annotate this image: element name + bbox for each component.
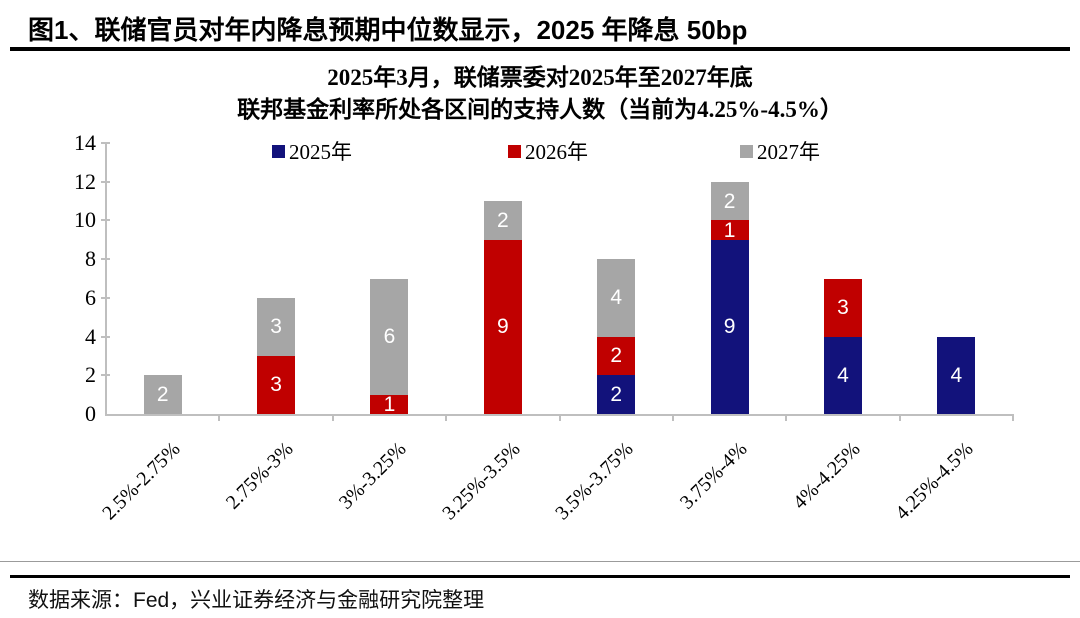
y-axis-tick <box>101 219 110 222</box>
bar-segment-2026年: 3 <box>823 278 862 337</box>
x-axis-tick <box>1012 415 1014 421</box>
bar-segment-2027年: 2 <box>483 201 522 240</box>
bar-segment-2026年: 1 <box>710 218 749 242</box>
bar-segment-2027年: 4 <box>597 259 636 337</box>
legend-item-2025: 2025年 <box>272 139 352 164</box>
legend-marker-2025 <box>272 144 285 158</box>
bar-value-label: 9 <box>496 315 509 339</box>
y-axis-tick-label: 6 <box>85 284 96 310</box>
x-axis-category-label: 4.25%-4.5% <box>891 438 978 525</box>
legend-item-2026: 2026年 <box>508 139 588 164</box>
y-axis-tick <box>101 258 110 261</box>
x-axis-tick <box>785 415 788 421</box>
bar-value-label: 1 <box>383 392 396 416</box>
y-axis-tick-label: 10 <box>74 207 96 233</box>
y-axis-tick <box>101 296 110 299</box>
x-axis-category-label: 3.25%-3.5% <box>438 438 525 525</box>
bar-value-label: 1 <box>723 218 736 242</box>
legend-label-2025: 2025年 <box>289 140 352 164</box>
y-axis-tick-label: 2 <box>85 362 96 388</box>
x-axis-category-label: 2.75%-3% <box>221 438 298 514</box>
bar-value-label: 9 <box>723 315 736 339</box>
data-source-note: 数据来源：Fed，兴业证券经济与金融研究院整理 <box>28 589 485 612</box>
x-axis-category-label: 3.75%-4% <box>675 438 752 514</box>
x-axis-tick <box>218 415 221 421</box>
y-axis-tick-label: 4 <box>85 323 96 349</box>
footer-divider <box>10 575 1070 578</box>
chart-bottom-divider <box>0 561 1080 562</box>
x-axis-tick <box>898 415 901 421</box>
bar-value-label: 2 <box>156 383 169 407</box>
chart-title-line1: 2025年3月，联储票委对2025年至2027年底 <box>327 65 753 90</box>
x-axis-category-label: 2.5%-2.75% <box>97 438 185 525</box>
legend-item-2027: 2027年 <box>740 139 820 164</box>
legend-label-2027: 2027年 <box>757 140 820 164</box>
bar-segment-2026年: 1 <box>370 392 409 416</box>
bar-value-label: 4 <box>950 363 963 387</box>
y-axis-tick-label: 0 <box>85 401 96 426</box>
bar-value-label: 2 <box>610 383 623 407</box>
legend-marker-2027 <box>740 144 753 158</box>
y-axis-tick-label: 8 <box>85 246 96 272</box>
x-axis-tick <box>445 415 448 421</box>
y-axis-tick <box>101 335 110 338</box>
y-axis-tick <box>101 142 110 144</box>
bar-value-label: 4 <box>837 363 849 387</box>
bar-segment-2027年: 3 <box>257 297 296 356</box>
bar-segment-2025年: 4 <box>823 336 862 414</box>
bar-value-label: 3 <box>270 315 282 339</box>
y-axis-tick-label: 12 <box>74 168 96 194</box>
chart-title-line2: 联邦基金利率所处各区间的支持人数（当前为4.25%-4.5%） <box>237 97 843 122</box>
bar-segment-2026年: 9 <box>483 239 522 414</box>
header-divider <box>10 47 1070 51</box>
bar-segment-2025年: 4 <box>937 336 976 414</box>
bar-stack: 2 1 9 <box>710 181 749 414</box>
legend-label-2026: 2026年 <box>525 140 588 164</box>
bar-value-label: 4 <box>610 286 623 310</box>
bar-value-label: 2 <box>610 344 623 368</box>
x-axis-category-label: 3.5%-3.75% <box>551 438 638 525</box>
y-axis-tick <box>101 374 110 377</box>
bar-segment-2027年: 6 <box>370 278 409 395</box>
bar-stack: 2 <box>143 375 182 414</box>
bar-stack: 4 <box>937 336 976 414</box>
x-axis-category-label: 3%-3.25% <box>335 438 411 514</box>
x-axis-category-label: 4%-4.25% <box>788 438 865 514</box>
bar-segment-2025年: 9 <box>710 239 749 414</box>
y-axis-tick-label: 14 <box>74 130 96 155</box>
x-axis-tick <box>331 415 334 421</box>
bar-value-label: 2 <box>723 189 736 213</box>
bar-value-label: 3 <box>270 373 282 397</box>
bar-value-label: 2 <box>496 208 509 232</box>
figure-header-title: 图1、联储官员对年内降息预期中位数显示，2025 年降息 50bp <box>28 15 748 45</box>
bar-segment-2027年: 2 <box>710 181 749 221</box>
bar-segment-2026年: 2 <box>597 336 636 376</box>
bar-segment-2025年: 2 <box>597 375 636 414</box>
bar-value-label: 6 <box>383 325 396 349</box>
y-axis-tick <box>101 180 110 183</box>
x-axis-tick <box>558 415 561 421</box>
x-axis-tick <box>671 415 674 421</box>
y-axis-line <box>105 143 107 415</box>
bar-segment-2027年: 2 <box>143 375 182 414</box>
bar-segment-2026年: 3 <box>257 355 296 414</box>
legend-marker-2026 <box>508 144 521 158</box>
bar-stack: 4 2 2 <box>597 259 636 414</box>
bar-value-label: 3 <box>837 296 849 320</box>
